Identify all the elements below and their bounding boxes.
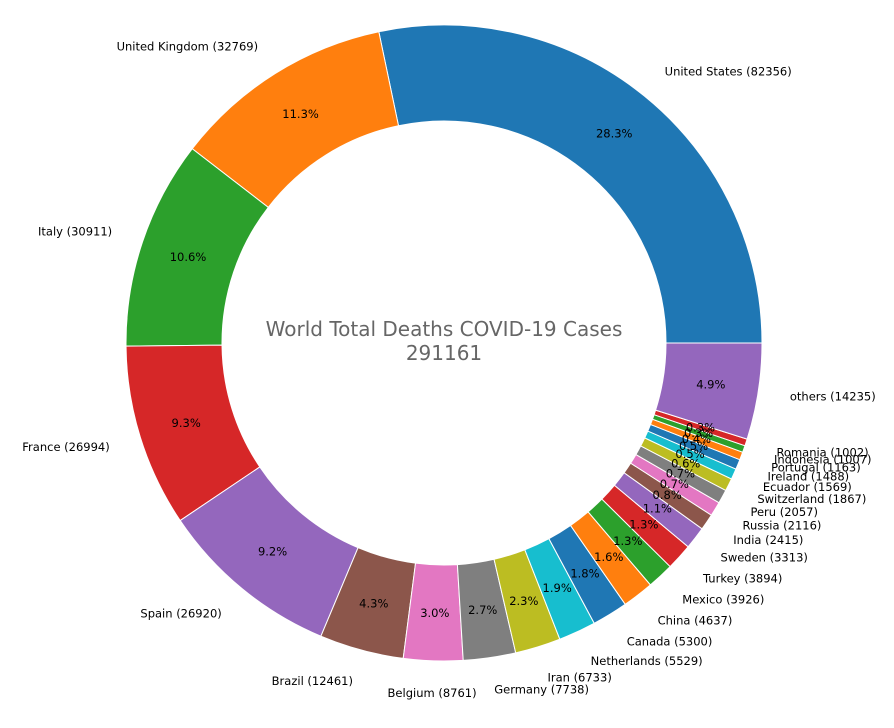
slice-label-8: Iran (6733) (547, 670, 611, 684)
slice-0 (378, 24, 763, 344)
slice-label-7: Germany (7738) (494, 682, 589, 696)
slice-percent-9: 1.9% (543, 581, 572, 595)
slice-label-5: Brazil (12461) (272, 674, 353, 688)
slice-24 (654, 342, 763, 440)
slice-label-24: others (14235) (790, 390, 876, 404)
chart-slice-labels: United States (82356) United Kingdom (327… (22, 39, 875, 699)
slice-label-11: China (4637) (658, 613, 733, 627)
slice-label-19: Ecuador (1569) (763, 480, 852, 494)
slice-percent-17: 0.7% (666, 466, 695, 480)
slice-percent-3: 9.3% (172, 416, 201, 430)
slice-percent-10: 1.8% (570, 566, 599, 580)
slice-label-22: Indonesia (1007) (774, 453, 872, 467)
slice-label-17: Peru (2057) (750, 505, 818, 519)
slice-label-4: Spain (26920) (140, 606, 221, 620)
slice-label-10: Canada (5300) (627, 635, 713, 649)
chart-title: World Total Deaths COVID-19 Cases (266, 317, 623, 341)
slice-percent-5: 4.3% (359, 597, 388, 611)
slice-label-15: India (2415) (733, 533, 803, 547)
slice-percent-16: 0.7% (660, 477, 689, 491)
slice-percent-1: 11.3% (282, 107, 319, 121)
slice-percent-20: 0.5% (679, 439, 708, 453)
chart-slices (125, 24, 763, 662)
slice-percent-22: 0.3% (684, 426, 713, 440)
slice-label-20: Ireland (1488) (767, 470, 849, 484)
slice-percent-4: 9.2% (258, 545, 287, 559)
slice-percent-6: 3.0% (420, 606, 449, 620)
slice-percent-12: 1.3% (613, 534, 642, 548)
slice-percent-21: 0.4% (682, 432, 711, 446)
slice-percent-7: 2.7% (468, 603, 497, 617)
slice-percent-14: 1.1% (643, 502, 672, 516)
slice-label-18: Switzerland (1867) (757, 492, 866, 506)
slice-label-12: Mexico (3926) (682, 592, 764, 606)
slice-percent-15: 0.8% (653, 488, 682, 502)
slice-percent-11: 1.6% (594, 550, 623, 564)
slice-label-23: Romania (1002) (776, 445, 868, 459)
slice-label-14: Sweden (3313) (721, 551, 808, 565)
slice-label-1: United Kingdom (32769) (117, 39, 259, 53)
slice-percent-0: 28.3% (596, 126, 633, 140)
slice-label-6: Belgium (8761) (388, 686, 477, 700)
slice-percent-8: 2.3% (509, 594, 538, 608)
slice-label-21: Portugal (1163) (771, 460, 861, 474)
slice-label-2: Italy (30911) (38, 225, 112, 239)
slice-label-9: Netherlands (5529) (591, 654, 703, 668)
slice-label-3: France (26994) (22, 440, 109, 454)
slice-percent-2: 10.6% (170, 250, 207, 264)
chart-percent-labels: 28.3% 11.3% 10.6% 9.3% 9.2% 4.3% 3.0% 2.7% 2.3% 1… (170, 107, 726, 620)
slice-label-0: United States (82356) (665, 64, 792, 78)
slice-label-13: Turkey (3894) (702, 571, 782, 585)
slice-percent-18: 0.6% (671, 456, 700, 470)
slice-percent-13: 1.3% (629, 518, 658, 532)
slice-percent-24: 4.9% (696, 377, 725, 391)
chart-total: 291161 (406, 341, 482, 365)
slice-percent-19: 0.5% (675, 447, 704, 461)
slice-percent-23: 0.3% (686, 420, 715, 434)
slice-label-16: Russia (2116) (743, 519, 822, 533)
